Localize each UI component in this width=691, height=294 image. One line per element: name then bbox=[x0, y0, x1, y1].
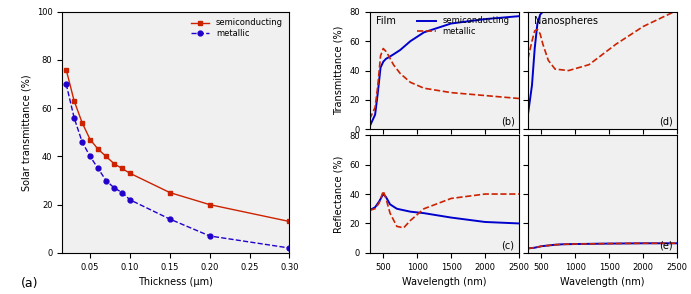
semiconducting bbox=[447, 22, 455, 25]
metallic bbox=[371, 106, 379, 109]
semiconducting bbox=[379, 60, 388, 64]
Text: (b): (b) bbox=[501, 117, 515, 127]
metallic bbox=[379, 47, 388, 50]
metallic bbox=[366, 117, 374, 121]
semiconducting bbox=[166, 191, 174, 194]
semiconducting bbox=[285, 220, 294, 223]
metallic bbox=[384, 54, 392, 58]
metallic bbox=[396, 72, 404, 75]
Y-axis label: Transmittance (%): Transmittance (%) bbox=[334, 26, 344, 115]
semiconducting bbox=[118, 167, 126, 170]
Text: (c): (c) bbox=[501, 240, 514, 250]
semiconducting bbox=[366, 125, 374, 128]
Line: semiconducting: semiconducting bbox=[64, 67, 292, 224]
semiconducting bbox=[102, 155, 110, 158]
metallic bbox=[420, 86, 428, 90]
metallic bbox=[166, 217, 174, 221]
semiconducting bbox=[110, 162, 118, 166]
semiconducting bbox=[371, 113, 379, 116]
X-axis label: Wavelength (nm): Wavelength (nm) bbox=[560, 277, 645, 287]
semiconducting bbox=[396, 48, 404, 52]
metallic bbox=[389, 63, 397, 66]
metallic bbox=[78, 140, 86, 144]
semiconducting bbox=[126, 171, 134, 175]
metallic bbox=[206, 234, 214, 238]
Legend: semiconducting, metallic: semiconducting, metallic bbox=[189, 16, 285, 41]
semiconducting bbox=[94, 147, 102, 151]
Text: Nanospheres: Nanospheres bbox=[534, 16, 598, 26]
Text: (a): (a) bbox=[21, 277, 39, 290]
metallic bbox=[86, 155, 94, 158]
metallic bbox=[285, 246, 294, 250]
Text: Film: Film bbox=[376, 16, 395, 26]
semiconducting bbox=[86, 138, 94, 141]
Y-axis label: Solar transmittance (%): Solar transmittance (%) bbox=[21, 74, 31, 191]
semiconducting bbox=[406, 39, 415, 43]
Text: (e): (e) bbox=[659, 240, 673, 250]
semiconducting bbox=[377, 66, 385, 69]
semiconducting bbox=[382, 57, 390, 61]
semiconducting bbox=[62, 68, 70, 71]
semiconducting bbox=[70, 99, 78, 103]
Line: semiconducting: semiconducting bbox=[370, 16, 519, 126]
metallic bbox=[377, 54, 385, 58]
semiconducting bbox=[206, 203, 214, 206]
metallic bbox=[94, 167, 102, 170]
metallic bbox=[102, 179, 110, 182]
metallic bbox=[70, 116, 78, 120]
metallic bbox=[126, 198, 134, 202]
semiconducting bbox=[389, 53, 397, 56]
X-axis label: Thickness (μm): Thickness (μm) bbox=[138, 277, 214, 287]
metallic bbox=[447, 91, 455, 94]
X-axis label: Wavelength (nm): Wavelength (nm) bbox=[402, 277, 486, 287]
Line: metallic: metallic bbox=[370, 49, 519, 119]
metallic bbox=[62, 82, 70, 86]
metallic bbox=[118, 191, 126, 194]
metallic bbox=[110, 186, 118, 190]
Y-axis label: Reflectance (%): Reflectance (%) bbox=[334, 155, 344, 233]
semiconducting bbox=[384, 56, 392, 59]
semiconducting bbox=[374, 91, 382, 94]
Legend: semiconducting, metallic: semiconducting, metallic bbox=[416, 15, 511, 38]
semiconducting bbox=[78, 121, 86, 124]
semiconducting bbox=[515, 14, 523, 18]
metallic bbox=[481, 94, 489, 97]
metallic bbox=[515, 97, 523, 100]
Text: (d): (d) bbox=[659, 117, 673, 127]
metallic bbox=[374, 83, 382, 87]
semiconducting bbox=[420, 31, 428, 34]
semiconducting bbox=[481, 17, 489, 21]
Line: metallic: metallic bbox=[64, 82, 292, 250]
metallic bbox=[382, 50, 390, 53]
metallic bbox=[406, 81, 415, 84]
